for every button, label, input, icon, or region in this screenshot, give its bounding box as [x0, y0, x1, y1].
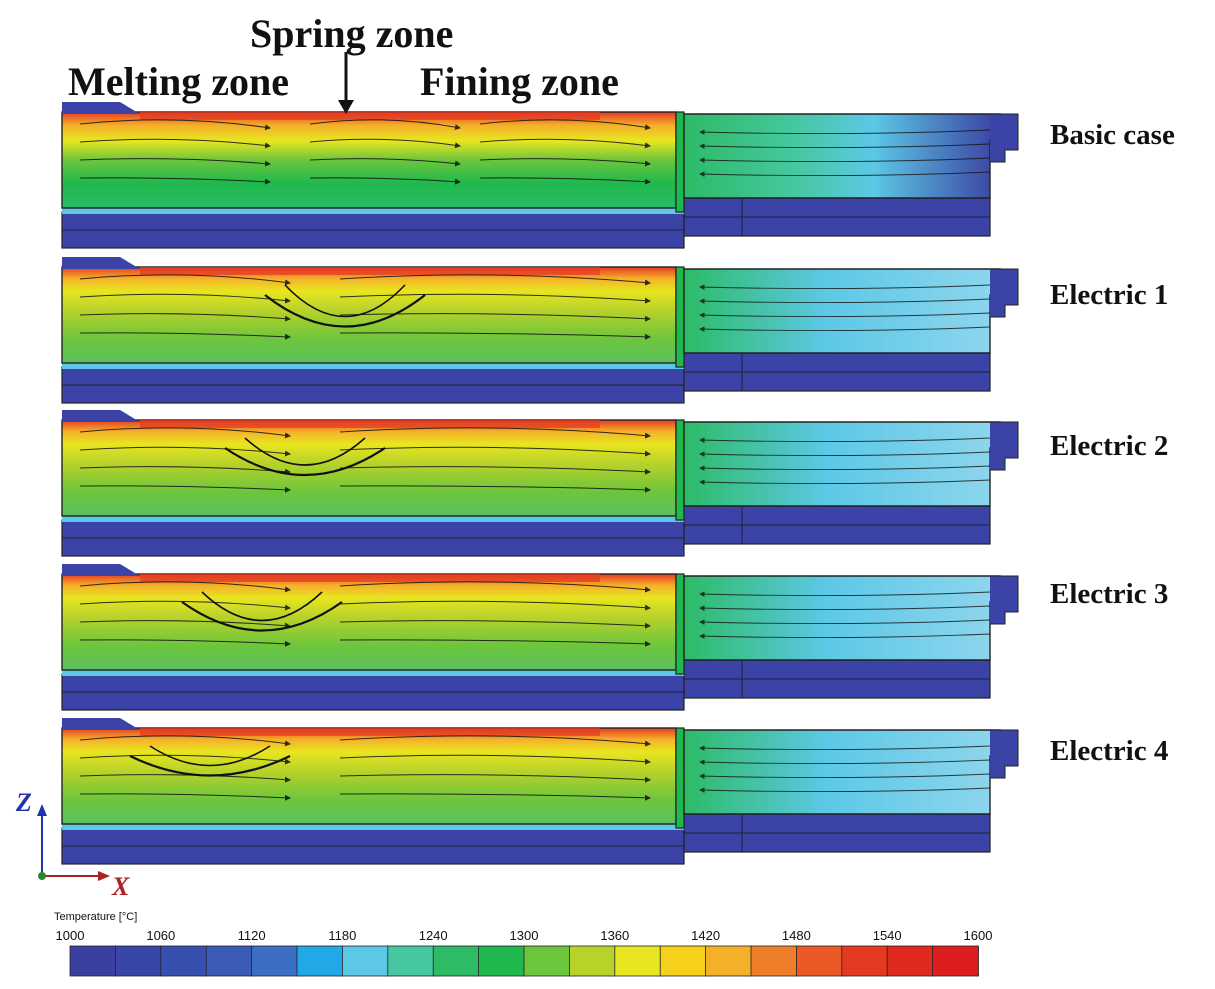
- spring-zone-label: Spring zone: [250, 11, 454, 56]
- colorbar-tick-label: 1120: [237, 928, 266, 943]
- colorbar-segment: [432, 945, 480, 977]
- fining-zone-label: Fining zone: [420, 59, 619, 104]
- colorbar-segment: [387, 945, 435, 977]
- colorbar-segment: [478, 945, 525, 977]
- furnace-panel-electric-1: [61, 257, 1019, 404]
- colorbar-tick-label: 1420: [691, 928, 721, 943]
- colorbar-tick-label: 1480: [781, 928, 811, 943]
- colorbar-segment: [160, 945, 208, 977]
- case-label-electric-4: Electric 4: [1050, 735, 1169, 767]
- case-label-electric-2: Electric 2: [1050, 430, 1169, 462]
- colorbar-segment: [614, 945, 662, 977]
- colorbar-segment: [115, 945, 162, 977]
- colorbar-segment: [841, 945, 889, 977]
- temperature-colorbar: [69, 945, 979, 977]
- colorbar-segment: [296, 945, 344, 977]
- melting-zone-label: Melting zone: [68, 59, 290, 104]
- colorbar-segment: [569, 945, 616, 977]
- case-label-electric-3: Electric 3: [1050, 578, 1169, 610]
- colorbar-tick-label: 1300: [509, 928, 539, 943]
- colorbar-tick-label: 1000: [55, 928, 85, 943]
- colorbar-segment: [750, 945, 798, 977]
- colorbar-tick-label: 1360: [600, 928, 630, 943]
- furnace-panel-basic: [61, 102, 1019, 249]
- colorbar-segment: [251, 945, 298, 977]
- furnace-panel-electric-4: [61, 718, 1019, 865]
- colorbar-segment: [69, 945, 117, 977]
- colorbar-segment: [796, 945, 843, 977]
- colorbar-segment: [932, 945, 979, 977]
- x-axis-label: X: [112, 872, 130, 901]
- colorbar-segment: [341, 945, 389, 977]
- colorbar-segment: [523, 945, 571, 977]
- colorbar-tick-label: 1600: [963, 928, 993, 943]
- colorbar-segment: [205, 945, 253, 977]
- case-label-basic: Basic case: [1050, 119, 1175, 151]
- colorbar-tick-label: 1540: [872, 928, 902, 943]
- colorbar-segment: [659, 945, 707, 977]
- colorbar-tick-label: 1240: [418, 928, 448, 943]
- coordinate-axes: [37, 804, 110, 881]
- colorbar-tick-label: 1060: [146, 928, 176, 943]
- colorbar-segment: [886, 945, 934, 977]
- furnace-panel-electric-3: [61, 564, 1019, 711]
- legend-title: Temperature [°C]: [54, 911, 138, 923]
- colorbar-tick-label: 1180: [328, 928, 357, 943]
- furnace-panel-electric-2: [61, 410, 1019, 557]
- colorbar-segment: [705, 945, 752, 977]
- z-axis-label: Z: [16, 788, 32, 817]
- case-label-electric-1: Electric 1: [1050, 279, 1169, 311]
- spring-zone-arrow: [338, 52, 354, 114]
